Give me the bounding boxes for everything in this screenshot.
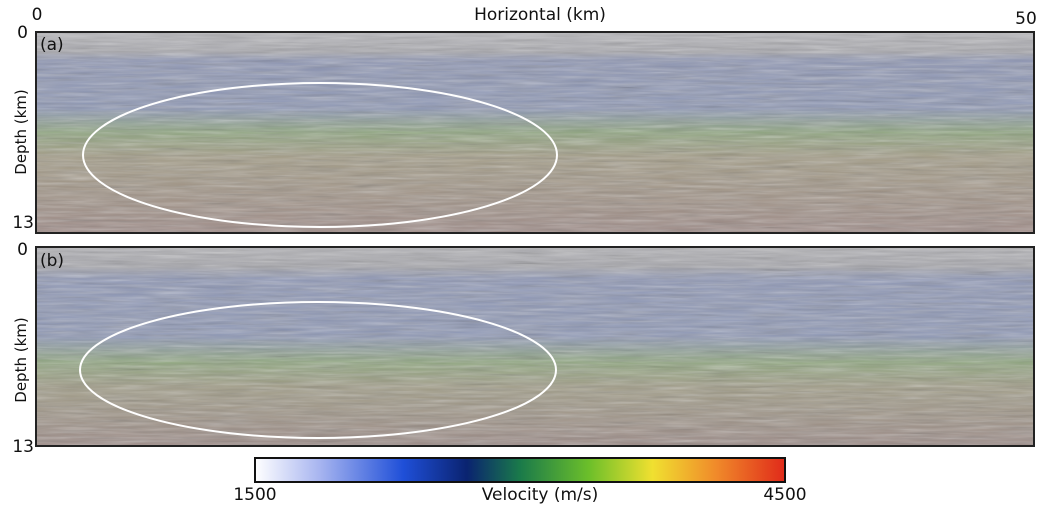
y-tick-label: 13 xyxy=(12,437,34,457)
panel: (a) 0 13 Depth (km) xyxy=(12,23,1034,233)
panel-label: (a) xyxy=(40,35,64,55)
figure: 0 Horizontal (km) 50 (a) 0 13 Depth (km)… xyxy=(0,0,1042,508)
y-tick-label: 0 xyxy=(17,23,28,43)
y-axis-label: Depth (km) xyxy=(12,317,30,402)
x-tick-label: 0 xyxy=(32,5,43,25)
x-axis-label: Horizontal (km) xyxy=(474,5,606,25)
colorbar-min: 1500 xyxy=(233,485,276,505)
y-axis-label: Depth (km) xyxy=(12,89,30,174)
panel-label: (b) xyxy=(40,251,64,271)
colorbar xyxy=(255,458,785,482)
seismic-texture xyxy=(36,32,1034,233)
colorbar-max: 4500 xyxy=(763,485,806,505)
y-tick-label: 13 xyxy=(12,213,34,233)
y-tick-label: 0 xyxy=(17,240,28,260)
seismic-texture xyxy=(36,247,1034,446)
panel: (b) 0 13 Depth (km) xyxy=(12,240,1034,457)
x-tick-label: 50 xyxy=(1015,9,1037,29)
colorbar-label: Velocity (m/s) xyxy=(482,485,599,505)
